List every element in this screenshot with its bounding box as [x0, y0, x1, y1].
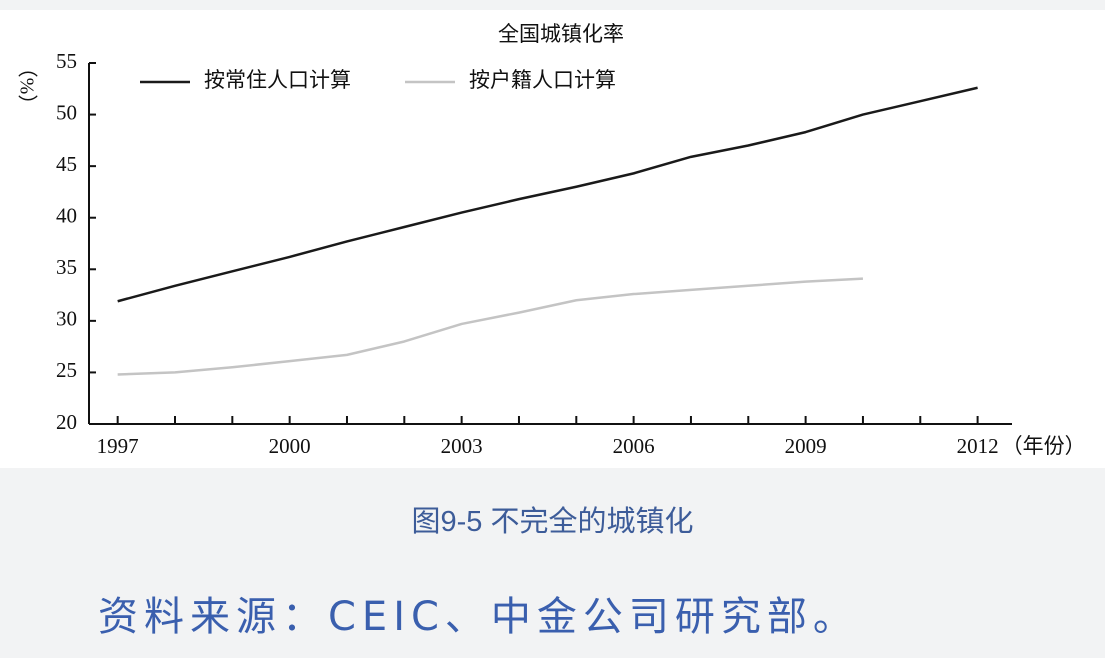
series-line: [117, 86, 978, 303]
y-tick-label: 30: [56, 307, 77, 331]
y-tick-label: 40: [56, 204, 77, 228]
y-tick-label: 20: [56, 410, 77, 434]
y-axis-label: （%）: [15, 58, 38, 115]
y-tick-label: 50: [56, 100, 77, 124]
chart-title: 全国城镇化率: [498, 22, 624, 46]
legend-label: 按户籍人口计算: [469, 68, 616, 92]
x-tick-label: 1997: [97, 434, 139, 458]
x-tick-label: 2009: [785, 434, 827, 458]
chart-background: [0, 10, 1105, 468]
y-tick-label: 25: [56, 358, 77, 382]
x-tick-label: 2006: [613, 434, 655, 458]
y-tick-label: 55: [56, 49, 77, 73]
caption: 图9-5 不完全的城镇化: [411, 506, 694, 538]
legend-label: 按常住人口计算: [204, 68, 351, 92]
y-tick-label: 35: [56, 255, 77, 279]
series-line: [117, 277, 864, 376]
source: 资料来源：CEIC、中金公司研究部。: [98, 594, 859, 640]
x-axis-label: （年份）: [1002, 434, 1086, 458]
x-tick-label: 2003: [441, 434, 483, 458]
x-tick-label: 2012: [957, 434, 999, 458]
x-tick-label: 2000: [269, 434, 311, 458]
chart: 全国城镇化率 20 25 30 35 40 45 50 55 1997 2000 2003 2006 2…: [0, 10, 1105, 468]
y-tick-label: 45: [56, 152, 77, 176]
